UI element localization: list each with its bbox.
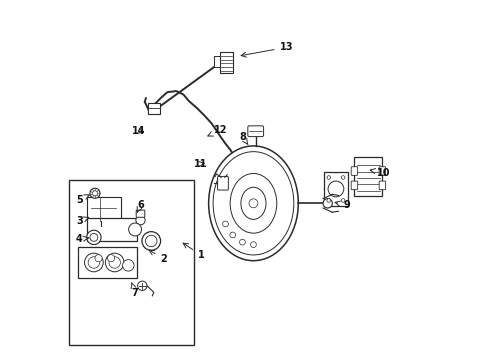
Text: 7: 7 xyxy=(131,283,138,298)
Text: 8: 8 xyxy=(239,132,247,145)
Circle shape xyxy=(145,235,157,247)
FancyBboxPatch shape xyxy=(87,218,136,241)
FancyBboxPatch shape xyxy=(350,181,357,190)
Circle shape xyxy=(327,181,343,197)
Circle shape xyxy=(222,221,228,227)
Circle shape xyxy=(109,257,120,268)
Circle shape xyxy=(90,188,100,198)
Circle shape xyxy=(250,242,256,247)
Circle shape xyxy=(239,239,245,245)
Bar xyxy=(69,180,194,345)
Circle shape xyxy=(107,255,115,262)
Ellipse shape xyxy=(230,174,276,233)
Text: 11: 11 xyxy=(193,159,206,169)
Text: 1: 1 xyxy=(183,243,204,260)
Circle shape xyxy=(326,199,330,202)
Circle shape xyxy=(326,176,330,179)
Bar xyxy=(324,172,347,206)
Circle shape xyxy=(92,191,97,196)
FancyBboxPatch shape xyxy=(148,103,160,114)
Circle shape xyxy=(105,253,124,272)
FancyBboxPatch shape xyxy=(354,157,382,196)
Ellipse shape xyxy=(208,146,298,261)
Circle shape xyxy=(137,281,147,291)
FancyBboxPatch shape xyxy=(378,181,385,190)
FancyBboxPatch shape xyxy=(136,210,144,217)
Text: 2: 2 xyxy=(149,250,166,264)
Text: 10: 10 xyxy=(369,168,390,178)
Circle shape xyxy=(84,253,103,272)
Circle shape xyxy=(88,257,100,268)
Text: 5: 5 xyxy=(76,195,89,205)
FancyBboxPatch shape xyxy=(86,197,121,222)
FancyBboxPatch shape xyxy=(378,167,385,175)
Circle shape xyxy=(136,216,145,225)
Bar xyxy=(214,56,220,67)
FancyBboxPatch shape xyxy=(247,126,263,136)
Ellipse shape xyxy=(241,187,265,219)
Circle shape xyxy=(229,232,235,238)
Text: 9: 9 xyxy=(334,200,349,210)
Circle shape xyxy=(323,199,332,208)
Text: 4: 4 xyxy=(76,234,88,244)
Circle shape xyxy=(142,231,160,250)
Text: 14: 14 xyxy=(131,126,145,135)
FancyBboxPatch shape xyxy=(350,167,357,175)
Text: 13: 13 xyxy=(241,42,292,57)
Bar xyxy=(219,52,233,73)
FancyBboxPatch shape xyxy=(217,176,228,190)
Circle shape xyxy=(341,199,344,202)
Circle shape xyxy=(341,176,344,179)
Text: 6: 6 xyxy=(137,200,143,213)
Circle shape xyxy=(122,260,134,271)
Circle shape xyxy=(128,223,142,236)
Circle shape xyxy=(90,233,98,241)
Circle shape xyxy=(86,230,101,244)
FancyBboxPatch shape xyxy=(78,247,137,278)
Text: 3: 3 xyxy=(76,216,88,226)
Circle shape xyxy=(248,199,258,208)
Text: 12: 12 xyxy=(207,125,227,136)
Circle shape xyxy=(95,255,102,262)
